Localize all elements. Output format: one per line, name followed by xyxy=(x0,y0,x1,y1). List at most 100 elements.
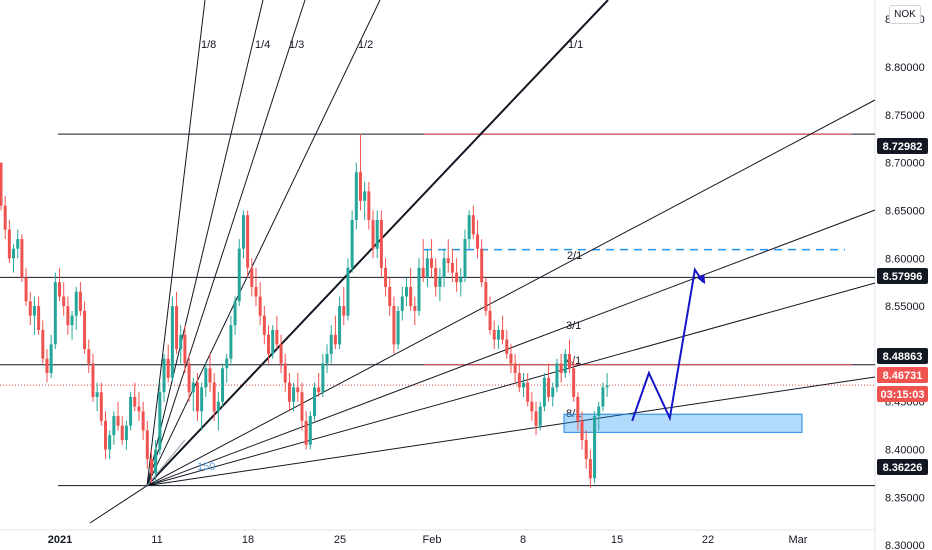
candle xyxy=(379,210,383,278)
candle xyxy=(333,315,337,350)
candle xyxy=(112,411,116,445)
candle xyxy=(530,392,534,421)
price-tick-label: 8.60000 xyxy=(885,253,925,265)
candle xyxy=(179,325,183,364)
candle xyxy=(74,286,78,330)
candle xyxy=(95,382,99,412)
candle xyxy=(200,382,204,431)
candle-body xyxy=(99,392,103,421)
candle-body xyxy=(254,286,258,297)
candle xyxy=(308,411,312,450)
candle xyxy=(108,430,112,460)
candle-body xyxy=(459,277,463,283)
candle-body xyxy=(145,430,149,460)
candle xyxy=(325,344,329,374)
candle-body xyxy=(434,267,438,287)
candle xyxy=(149,449,153,484)
candle-body xyxy=(241,215,245,249)
candle xyxy=(225,353,229,383)
candle-body xyxy=(501,330,505,340)
candle xyxy=(496,325,500,350)
projection-arrowhead xyxy=(697,274,706,285)
candle xyxy=(20,234,24,283)
candle-body xyxy=(258,296,262,316)
candle-body xyxy=(413,306,417,311)
candle-body xyxy=(513,363,517,374)
candle xyxy=(425,248,429,287)
candle xyxy=(572,358,576,402)
candle xyxy=(0,162,3,211)
candle xyxy=(158,382,162,455)
candle xyxy=(492,320,496,350)
candle-body xyxy=(601,387,605,407)
candle-body xyxy=(358,172,362,201)
candle xyxy=(271,325,275,359)
candle-body xyxy=(195,382,199,412)
candle xyxy=(212,373,216,421)
gann-label: 1/4 xyxy=(255,39,270,51)
candle-body xyxy=(547,377,551,397)
candle-body xyxy=(563,353,567,374)
candle xyxy=(313,382,316,421)
candle xyxy=(133,382,137,412)
candle-body xyxy=(179,334,183,350)
gann-fan-line xyxy=(146,376,876,487)
candle xyxy=(354,162,358,230)
candle-body xyxy=(208,368,212,383)
candle-body xyxy=(275,330,279,345)
candle-body xyxy=(191,382,195,393)
candle xyxy=(283,353,287,393)
candle-body xyxy=(296,387,300,393)
candle xyxy=(342,286,346,326)
level-price-label: 8.72982 xyxy=(877,138,928,154)
candle-body xyxy=(321,363,325,393)
projection-path xyxy=(631,267,706,422)
candle-body xyxy=(526,382,530,402)
candle-body xyxy=(522,382,525,388)
candle xyxy=(137,392,141,421)
candle xyxy=(476,220,480,259)
candle-body xyxy=(116,416,120,426)
candle xyxy=(488,296,492,335)
candle-body xyxy=(338,306,342,345)
candle xyxy=(321,353,325,397)
price-label-bg xyxy=(877,367,928,383)
candle-body xyxy=(442,258,446,278)
candle-body xyxy=(204,368,208,388)
candle-body xyxy=(384,267,388,287)
candle-body xyxy=(313,387,316,417)
candle-body xyxy=(16,239,20,249)
candle-body xyxy=(283,363,287,383)
price-label-text: 8.57996 xyxy=(883,271,923,283)
candle xyxy=(484,277,488,316)
candle-body xyxy=(124,425,128,440)
candle xyxy=(392,296,396,354)
candle-body xyxy=(421,267,425,278)
time-tick-label: 25 xyxy=(334,534,346,546)
level-price-label: 8.48863 xyxy=(877,348,928,364)
candle xyxy=(438,267,442,302)
candle-body xyxy=(62,296,66,307)
candle xyxy=(467,210,471,249)
candle xyxy=(16,229,20,259)
candle xyxy=(262,306,266,345)
price-tick-label: 8.30000 xyxy=(885,540,925,550)
candle xyxy=(45,349,49,383)
candle xyxy=(154,440,158,484)
candle-body xyxy=(388,286,392,307)
currency-badge[interactable]: NOK xyxy=(889,5,921,24)
candle-body xyxy=(158,392,162,450)
candle xyxy=(329,325,333,364)
candle-body xyxy=(212,382,216,412)
candle-body xyxy=(417,267,421,311)
price-label-bg xyxy=(877,459,928,475)
candle xyxy=(267,325,271,364)
candle-body xyxy=(409,286,413,307)
candle-body xyxy=(551,387,555,397)
candle-body xyxy=(237,248,241,302)
candle xyxy=(597,401,601,431)
candle xyxy=(250,258,254,297)
candle-body xyxy=(538,406,542,426)
